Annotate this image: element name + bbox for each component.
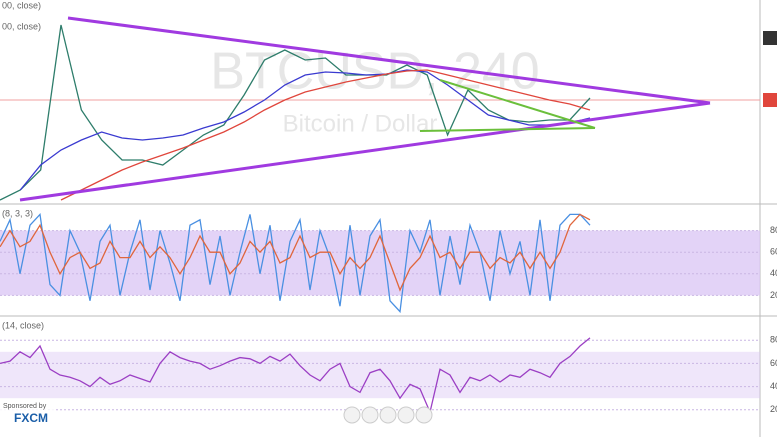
trend-line — [439, 79, 596, 129]
series-line — [19, 69, 591, 191]
trend-lines — [19, 16, 711, 202]
zoom-controls — [343, 406, 433, 424]
button[interactable] — [379, 406, 397, 424]
watermark-subtitle: Bitcoin / Dollar — [283, 110, 438, 137]
y-tick-label: 60 — [770, 247, 777, 257]
trend-line — [419, 127, 596, 132]
series-line — [0, 212, 591, 314]
sponsor-text: Sponsored by — [3, 403, 47, 410]
y-tick-label: 20 — [770, 404, 777, 414]
button[interactable] — [343, 406, 361, 424]
legend-entry: 00, close) — [2, 0, 41, 10]
sponsor-brand: FXCM — [14, 411, 48, 425]
indicator-label: (14, close) — [2, 320, 44, 330]
price-marker — [763, 31, 777, 45]
button[interactable] — [397, 406, 415, 424]
trend-line — [19, 101, 711, 202]
series-line — [60, 69, 591, 201]
y-tick-label: 20 — [770, 290, 777, 300]
y-tick-label: 60 — [770, 358, 777, 368]
sponsor-box — [0, 400, 55, 428]
y-tick-label: 80 — [770, 335, 777, 345]
price-level-marker — [763, 93, 777, 107]
button[interactable] — [361, 406, 379, 424]
legend-entry: 00, close) — [2, 21, 41, 31]
series-line — [0, 24, 591, 201]
plots: 20 40 60 80 20 40 60 80 — [0, 24, 777, 415]
trend-line — [67, 16, 711, 105]
button[interactable] — [415, 406, 433, 424]
y-tick-label: 80 — [770, 225, 777, 235]
watermark-title: BTCUSD, 240 — [210, 43, 539, 101]
y-tick-label: 40 — [770, 268, 777, 278]
band — [0, 230, 760, 296]
y-tick-label: 40 — [770, 381, 777, 391]
band — [0, 351, 760, 399]
indicator-label: (8, 3, 3) — [2, 208, 33, 218]
series-line — [0, 213, 591, 292]
series-line — [0, 337, 591, 415]
